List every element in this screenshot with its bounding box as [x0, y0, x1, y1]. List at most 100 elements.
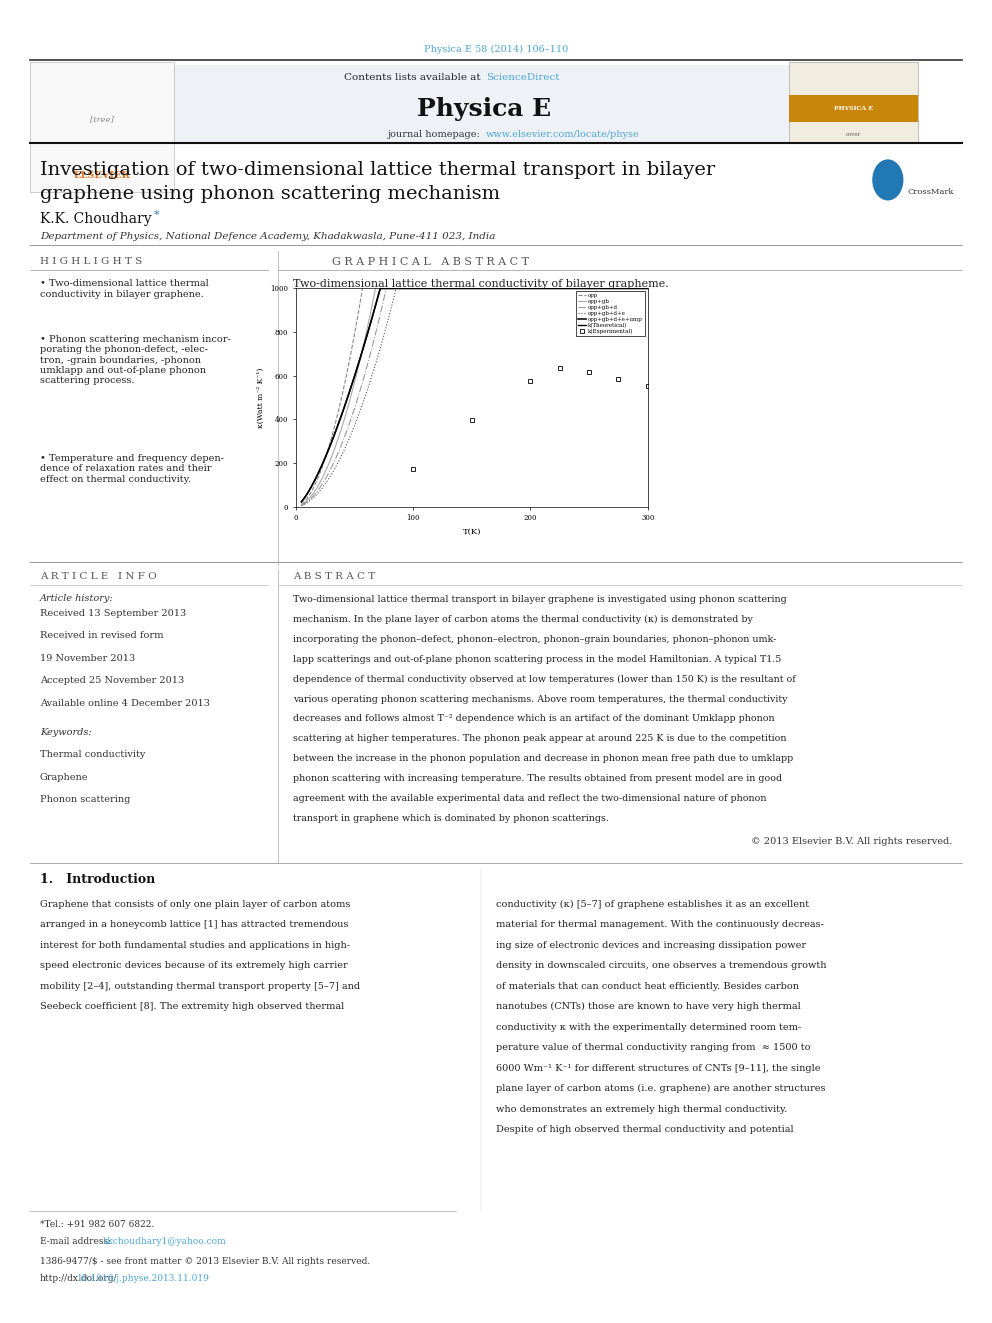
opp+gb+d+e — [483, 0, 495, 1]
k(Theoretical) — [502, 280, 514, 296]
Text: conductivity (κ) [5–7] of graphene establishes it as an excellent: conductivity (κ) [5–7] of graphene estab… — [496, 900, 809, 909]
opp+gb — [296, 497, 308, 513]
k(Experimental) — [466, 413, 478, 429]
Text: Physica E: Physica E — [417, 97, 552, 120]
Text: mobility [2–4], outstanding thermal transport property [5–7] and: mobility [2–4], outstanding thermal tran… — [40, 982, 360, 991]
opp+gb+d+e+ump — [375, 280, 387, 296]
Line: opp+gb+d: opp+gb+d — [302, 0, 648, 505]
opp+gb+d+e+ump — [463, 280, 475, 296]
Text: • Two-dimensional lattice thermal
conductivity in bilayer graphene.: • Two-dimensional lattice thermal conduc… — [40, 279, 208, 299]
Text: ing size of electronic devices and increasing dissipation power: ing size of electronic devices and incre… — [496, 941, 806, 950]
Line: k(Experimental): k(Experimental) — [412, 366, 650, 470]
opp+gb+d+e+ump — [502, 280, 514, 296]
Text: Thermal conductivity: Thermal conductivity — [40, 750, 145, 759]
Text: Received 13 September 2013: Received 13 September 2013 — [40, 609, 186, 618]
Text: Accepted 25 November 2013: Accepted 25 November 2013 — [40, 676, 184, 685]
opp+gb+d+e — [642, 0, 654, 1]
Text: kkchoudhary1@yahoo.com: kkchoudhary1@yahoo.com — [103, 1237, 227, 1246]
Text: Contents lists available at: Contents lists available at — [344, 73, 484, 82]
Text: Phonon scattering: Phonon scattering — [40, 795, 130, 804]
Text: *Tel.: +91 982 607 6822.: *Tel.: +91 982 607 6822. — [40, 1220, 154, 1229]
k(Theoretical) — [483, 280, 495, 296]
Text: PHYSICA E: PHYSICA E — [833, 106, 873, 111]
Text: G R A P H I C A L   A B S T R A C T: G R A P H I C A L A B S T R A C T — [332, 257, 530, 267]
Text: of materials that can conduct heat efficiently. Besides carbon: of materials that can conduct heat effic… — [496, 982, 799, 991]
Line: opp+gb+d+e: opp+gb+d+e — [302, 0, 648, 505]
Text: CrossMark: CrossMark — [908, 188, 954, 196]
Text: conductivity κ with the experimentally determined room tem-: conductivity κ with the experimentally d… — [496, 1023, 802, 1032]
Text: Department of Physics, National Defence Academy, Khadakwasla, Pune-411 023, Indi: Department of Physics, National Defence … — [40, 232, 495, 241]
FancyBboxPatch shape — [789, 62, 918, 142]
Text: scattering at higher temperatures. The phonon peak appear at around 225 K is due: scattering at higher temperatures. The p… — [293, 734, 786, 744]
k(Experimental) — [612, 370, 624, 386]
Text: http://dx.doi.org/: http://dx.doi.org/ — [40, 1274, 117, 1283]
Text: cover: cover — [845, 132, 861, 138]
opp+gb+d+e+ump — [460, 280, 472, 296]
Text: ELSEVIER: ELSEVIER — [73, 172, 131, 180]
k(Theoretical) — [580, 280, 592, 296]
Text: dependence of thermal conductivity observed at low temperatures (lower than 150 : dependence of thermal conductivity obser… — [293, 675, 796, 684]
opp+gb+d+e+ump — [580, 280, 592, 296]
Text: Received in revised form: Received in revised form — [40, 631, 163, 640]
FancyBboxPatch shape — [174, 65, 794, 142]
Text: Two-dimensional lattice thermal conductivity of bilayer grapheme.: Two-dimensional lattice thermal conducti… — [293, 279, 669, 290]
Text: Keywords:: Keywords: — [40, 728, 91, 737]
Text: [tree]: [tree] — [90, 115, 114, 123]
opp+gb+d+e+ump — [634, 280, 646, 296]
Text: speed electronic devices because of its extremely high carrier: speed electronic devices because of its … — [40, 960, 347, 970]
Text: density in downscaled circuits, one observes a tremendous growth: density in downscaled circuits, one obse… — [496, 960, 826, 970]
Line: opp: opp — [302, 0, 648, 504]
Line: k(Theoretical): k(Theoretical) — [302, 288, 648, 501]
Text: between the increase in the phonon population and decrease in phonon mean free p: between the increase in the phonon popul… — [293, 754, 793, 763]
k(Experimental) — [583, 365, 595, 381]
Text: Physica E 58 (2014) 106–110: Physica E 58 (2014) 106–110 — [424, 45, 568, 54]
Text: various operating phonon scattering mechanisms. Above room temperatures, the the: various operating phonon scattering mech… — [293, 695, 787, 704]
Text: • Temperature and frequency depen-
dence of relaxation rates and their
effect on: • Temperature and frequency depen- dence… — [40, 454, 223, 484]
opp+gb+d+e+ump — [483, 280, 495, 296]
Text: Investigation of two-dimensional lattice thermal transport in bilayer
graphene u: Investigation of two-dimensional lattice… — [40, 161, 715, 202]
Text: who demonstrates an extremely high thermal conductivity.: who demonstrates an extremely high therm… — [496, 1105, 788, 1114]
Text: A B S T R A C T: A B S T R A C T — [293, 572, 375, 581]
opp+gb+d — [296, 497, 308, 513]
k(Theoretical) — [460, 280, 472, 296]
Text: Two-dimensional lattice thermal transport in bilayer graphene is investigated us: Two-dimensional lattice thermal transpor… — [293, 595, 787, 605]
Text: interest for both fundamental studies and applications in high-: interest for both fundamental studies an… — [40, 941, 349, 950]
FancyBboxPatch shape — [30, 62, 174, 192]
opp+gb+d+e — [296, 497, 308, 513]
k(Experimental) — [554, 360, 565, 376]
opp+gb+d+e — [502, 0, 514, 1]
Text: 10.1016/j.physe.2013.11.019: 10.1016/j.physe.2013.11.019 — [77, 1274, 210, 1283]
Text: 6000 Wm⁻¹ K⁻¹ for different structures of CNTs [9–11], the single: 6000 Wm⁻¹ K⁻¹ for different structures o… — [496, 1064, 820, 1073]
Text: transport in graphene which is dominated by phonon scatterings.: transport in graphene which is dominated… — [293, 814, 608, 823]
Text: K.K. Choudhary: K.K. Choudhary — [40, 212, 152, 226]
Text: incorporating the phonon–defect, phonon–electron, phonon–grain boundaries, phono: incorporating the phonon–defect, phonon–… — [293, 635, 776, 644]
Text: www.elsevier.com/locate/physe: www.elsevier.com/locate/physe — [486, 130, 640, 139]
Text: plane layer of carbon atoms (i.e. graphene) are another structures: plane layer of carbon atoms (i.e. graphe… — [496, 1085, 825, 1093]
k(Theoretical) — [642, 280, 654, 296]
Text: • Phonon scattering mechanism incor-
porating the phonon-defect, -elec-
tron, -g: • Phonon scattering mechanism incor- por… — [40, 335, 230, 385]
opp+gb+d+e — [463, 0, 475, 1]
Text: Seebeck coefficient [8]. The extremity high observed thermal: Seebeck coefficient [8]. The extremity h… — [40, 1003, 344, 1011]
Text: perature value of thermal conductivity ranging from  ≈ 1500 to: perature value of thermal conductivity r… — [496, 1044, 810, 1052]
Text: agreement with the available experimental data and reflect the two-dimensional n: agreement with the available experimenta… — [293, 794, 766, 803]
Text: H I G H L I G H T S: H I G H L I G H T S — [40, 257, 142, 266]
Circle shape — [873, 160, 903, 200]
Text: Article history:: Article history: — [40, 594, 113, 603]
k(Experimental) — [407, 460, 419, 476]
opp+gb+d+e — [449, 0, 461, 1]
opp+gb+d+e — [634, 0, 646, 1]
Text: *: * — [154, 210, 160, 221]
k(Theoretical) — [634, 280, 646, 296]
opp — [296, 496, 308, 512]
Text: nanotubes (CNTs) those are known to have very high thermal: nanotubes (CNTs) those are known to have… — [496, 1003, 801, 1011]
Text: 19 November 2013: 19 November 2013 — [40, 654, 135, 663]
Text: phonon scattering with increasing temperature. The results obtained from present: phonon scattering with increasing temper… — [293, 774, 782, 783]
opp+gb+d+e+ump — [642, 280, 654, 296]
Text: © 2013 Elsevier B.V. All rights reserved.: © 2013 Elsevier B.V. All rights reserved… — [751, 837, 952, 847]
k(Theoretical) — [296, 493, 308, 509]
Line: opp+gb+d+e+ump: opp+gb+d+e+ump — [302, 288, 648, 501]
Text: A R T I C L E   I N F O: A R T I C L E I N F O — [40, 572, 157, 581]
k(Experimental) — [525, 373, 537, 389]
Text: decreases and follows almost T⁻² dependence which is an artifact of the dominant: decreases and follows almost T⁻² depende… — [293, 714, 775, 724]
Text: Graphene that consists of only one plain layer of carbon atoms: Graphene that consists of only one plain… — [40, 900, 350, 909]
